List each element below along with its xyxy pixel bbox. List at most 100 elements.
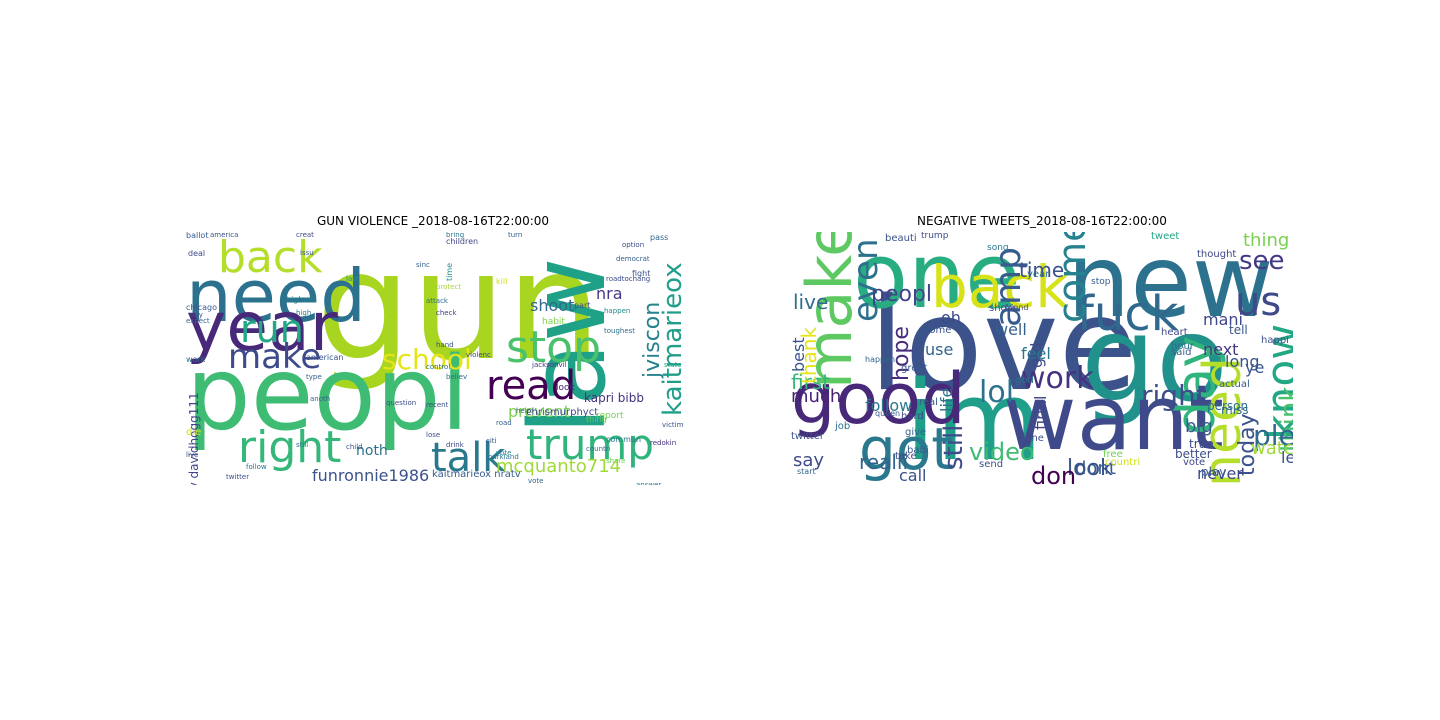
cloud-word: don	[1031, 462, 1077, 485]
cloud-word: new	[1067, 232, 1274, 340]
cloud-word: america	[210, 232, 239, 239]
cloud-word: true	[1189, 437, 1214, 451]
cloud-word: kapri bibb	[584, 391, 644, 405]
cloud-word: play	[1201, 465, 1227, 479]
cloud-word: better	[1175, 447, 1212, 461]
cloud-word: heart	[1161, 327, 1188, 338]
cloud-word: fuck	[1077, 286, 1179, 342]
cloud-word: say	[793, 450, 825, 471]
cloud-word: job	[835, 421, 851, 432]
cloud-word: even	[846, 238, 886, 322]
cloud-word: road	[496, 419, 512, 427]
cloud-word: use	[925, 340, 954, 359]
cloud-word: look	[1067, 456, 1113, 481]
cloud-word: twitter	[226, 473, 250, 481]
cloud-word: god	[1015, 375, 1034, 386]
cloud-word: us	[1235, 279, 1282, 325]
cloud-word: great	[901, 363, 928, 374]
cloud-word: school	[382, 343, 472, 376]
cloud-word: report	[596, 411, 624, 421]
cloud-word: type	[306, 373, 322, 381]
cloud-word: queen	[875, 409, 901, 418]
cloud-word: help	[516, 407, 532, 415]
cloud-word: kaitmarieox nratv	[432, 469, 521, 480]
cloud-word: time	[445, 263, 454, 282]
cloud-word: happen	[865, 355, 896, 364]
cloud-word: hour	[1171, 341, 1194, 352]
panel-title: GUN VIOLENCE _2018-08-16T22:00:00	[316, 214, 550, 228]
cloud-word: see	[1239, 246, 1285, 276]
cloud-word: part	[574, 301, 591, 310]
cloud-word: bring	[446, 232, 465, 239]
cloud-word: vote	[496, 449, 512, 457]
cloud-word: deal	[188, 249, 206, 258]
cloud-word: let	[1281, 448, 1293, 467]
cloud-word: fight	[632, 269, 651, 278]
cloud-word: final	[1031, 395, 1050, 430]
cloud-word: protect	[436, 283, 462, 291]
cloud-word: work	[186, 355, 206, 364]
cloud-word: anoth	[310, 395, 331, 403]
cloud-word: die	[186, 427, 202, 438]
cloud-word: tweet	[1151, 232, 1180, 242]
cloud-word: thought	[1197, 249, 1237, 260]
cloud-word: love	[869, 271, 1138, 420]
wordcloud-panel-gun-violence: GUN VIOLENCE _2018-08-16T22:00:00 gun peo…	[186, 214, 683, 485]
cloud-word: free	[1103, 449, 1123, 460]
cloud-word: ye	[1245, 358, 1265, 377]
cloud-word: option	[622, 241, 645, 249]
cloud-word: children	[446, 237, 479, 246]
cloud-word: done	[1019, 433, 1044, 444]
cloud-word: vote	[528, 477, 544, 485]
cloud-word: shoot	[530, 296, 575, 315]
cloud-word: habit	[542, 317, 565, 327]
panel-title: NEGATIVE TWEETS_2018-08-16T22:00:00	[917, 214, 1167, 228]
cloud-word: hand	[436, 341, 454, 349]
cloud-word: live	[186, 451, 199, 459]
cloud-word: nratv davidhogg111	[187, 391, 201, 485]
cloud-word: stop	[506, 322, 602, 373]
cloud-word: run	[240, 307, 304, 351]
cloud-word: twitter	[791, 431, 824, 442]
cloud-word: control	[426, 363, 451, 371]
cloud-word: peopl	[871, 282, 933, 307]
cloud-word: chicago	[186, 303, 217, 312]
cloud-word: funronnie1986	[312, 466, 430, 485]
cloud-word: issu	[300, 249, 314, 257]
cloud-word: video	[969, 438, 1035, 466]
cloud-word: mani	[1203, 310, 1243, 329]
cloud-word: peopl	[186, 335, 469, 454]
cloud-word: happen	[604, 307, 631, 315]
cloud-word: feel	[1021, 344, 1051, 363]
cloud-word: lol	[979, 375, 1015, 410]
cloud-word: pass	[650, 233, 669, 242]
cloud-word: question	[386, 399, 417, 407]
cloud-word: back	[931, 253, 1069, 321]
cloud-word: last	[346, 275, 359, 283]
cloud-word: jacksonvil	[532, 361, 567, 369]
cloud-word: life	[937, 388, 956, 413]
cloud-word: still	[939, 424, 969, 470]
cloud-word: got	[859, 415, 955, 483]
cloud-word: parkland	[488, 453, 519, 461]
cloud-word: much	[791, 386, 842, 407]
cloud-word: countri	[586, 445, 611, 453]
cloud-word: first	[791, 370, 831, 394]
cloud-word: pleas	[1253, 419, 1293, 452]
cloud-word: tell	[1229, 323, 1248, 337]
cloud-word: beauti	[885, 233, 917, 244]
cloud-word: realli	[859, 450, 909, 474]
cloud-word: kill	[496, 277, 508, 286]
wordcloud-canvas: love go new one im want good make back fuck got day…	[791, 232, 1293, 485]
cloud-word: work	[1021, 361, 1094, 396]
cloud-word: year	[186, 288, 338, 367]
cloud-word: roadtochang	[606, 275, 651, 283]
cloud-word: toughest	[604, 327, 636, 335]
cloud-word: song	[987, 243, 1009, 253]
cloud-word: well	[995, 320, 1027, 339]
cloud-word: high	[296, 309, 312, 317]
cloud-word: turn	[508, 232, 523, 239]
cloud-word: jviscon	[640, 302, 665, 379]
cloud-word: im	[905, 357, 1043, 485]
cloud-word: commun	[606, 435, 642, 444]
